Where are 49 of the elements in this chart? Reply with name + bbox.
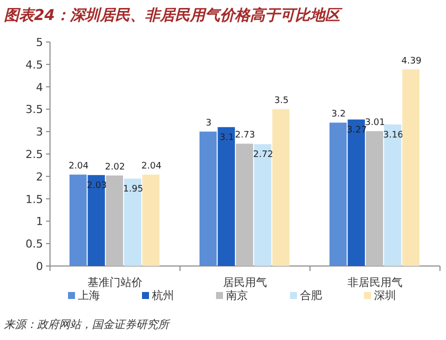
data-label: 2.72 — [253, 150, 274, 160]
data-label: 3.1 — [220, 133, 234, 144]
bar — [384, 124, 402, 266]
y-tick-label: 2 — [36, 170, 43, 184]
bar — [348, 120, 365, 266]
bar — [88, 175, 105, 266]
bar — [142, 174, 160, 266]
bar — [218, 127, 235, 266]
bar — [366, 131, 384, 266]
x-tick-label: 基准门站价 — [88, 276, 142, 289]
chart-title: 图表24：深圳居民、非居民用气价格高于可比地区 — [4, 6, 343, 24]
data-label: 2.73 — [234, 130, 256, 141]
data-label: 2.04 — [68, 162, 89, 172]
bar — [254, 144, 272, 266]
x-tick-label: 非居民用气 — [348, 276, 402, 289]
y-tick-label: 0 — [36, 260, 43, 273]
data-label: 2.04 — [141, 162, 162, 172]
bar — [70, 174, 87, 266]
data-label: 1.95 — [123, 184, 144, 195]
data-label: 3 — [206, 118, 212, 129]
data-label: 3.16 — [383, 130, 404, 140]
y-tick-label: 4 — [36, 80, 43, 94]
bar — [106, 176, 124, 266]
data-label: 3.2 — [331, 110, 346, 120]
bar — [272, 109, 290, 266]
y-tick-label: 4.5 — [26, 58, 43, 72]
data-label: 3.5 — [274, 96, 289, 106]
y-tick-label: 0.5 — [26, 238, 43, 251]
legend-label: 上海 — [78, 289, 100, 302]
bar — [330, 122, 347, 266]
legend-label: 南京 — [226, 289, 248, 302]
bar — [124, 178, 142, 266]
data-label: 2.02 — [104, 162, 126, 173]
legend-label: 深圳 — [374, 289, 396, 302]
source-note: 来源：政府网站，国金证券研究所 — [4, 318, 171, 331]
legend-label: 杭州 — [151, 289, 174, 302]
legend-label: 合肥 — [300, 289, 322, 302]
x-tick-label: 居民用气 — [223, 276, 267, 289]
y-tick-label: 5 — [36, 36, 43, 49]
bar — [236, 144, 254, 266]
y-tick-label: 1.5 — [26, 192, 43, 206]
bar — [200, 132, 217, 266]
y-tick-label: 2.5 — [26, 148, 43, 161]
y-tick-label: 1 — [36, 215, 43, 228]
y-tick-label: 3 — [36, 126, 43, 139]
y-tick-label: 3.5 — [26, 103, 43, 116]
data-label: 3.01 — [364, 118, 386, 128]
bar — [402, 69, 420, 266]
data-label: 4.39 — [401, 56, 422, 66]
